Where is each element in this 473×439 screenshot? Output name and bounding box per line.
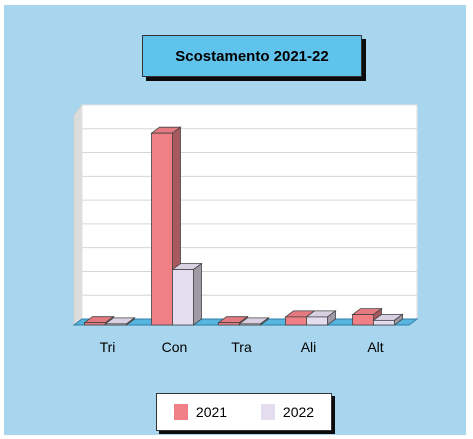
- bar-front: [105, 323, 127, 326]
- legend-label-2021: 2021: [195, 404, 228, 420]
- bar-front: [84, 322, 106, 326]
- legend-item-2021: 2021: [173, 404, 228, 420]
- bar-Con-2022: [171, 262, 203, 326]
- legend-label-2022: 2022: [282, 404, 315, 420]
- plot-back-wall: [81, 104, 418, 320]
- plot-left-wall: [73, 103, 83, 326]
- plot-background: [73, 103, 418, 326]
- legend-swatch-2021: [173, 404, 188, 420]
- legend-item-2022: 2022: [260, 404, 315, 420]
- bar-Alt-2022: [372, 313, 404, 326]
- bar-Ali-2022: [305, 310, 337, 326]
- x-tick-Alt: Alt: [367, 339, 383, 355]
- x-tick-Ali: Ali: [301, 339, 317, 355]
- bar-front: [239, 323, 261, 326]
- chart-panel: Scostamento 2021-22 Tri Con Tra Ali Alt 2021…: [4, 5, 466, 435]
- chart-title: Scostamento 2021-22: [142, 35, 362, 77]
- gridlines: [82, 128, 417, 296]
- bar-front: [285, 316, 307, 326]
- x-tick-Tri: Tri: [100, 339, 116, 355]
- bar-front: [373, 319, 395, 326]
- x-tick-Tra: Tra: [231, 339, 252, 355]
- bar-side: [193, 262, 202, 326]
- bar-front: [218, 322, 240, 326]
- bar-front: [352, 314, 374, 326]
- bar-chart: Tri Con Tra Ali Alt: [72, 103, 419, 355]
- x-tick-labels: Tri Con Tra Ali Alt: [100, 339, 384, 355]
- legend-swatch-2022: [260, 404, 275, 420]
- bar-front: [172, 269, 194, 326]
- bar-front: [151, 132, 173, 326]
- bar-front: [306, 316, 328, 326]
- legend: 2021 2022: [156, 393, 332, 431]
- bar-Tra-2022: [238, 317, 270, 326]
- x-tick-Con: Con: [162, 339, 188, 355]
- bar-Tri-2022: [104, 317, 136, 326]
- bars: [83, 126, 404, 326]
